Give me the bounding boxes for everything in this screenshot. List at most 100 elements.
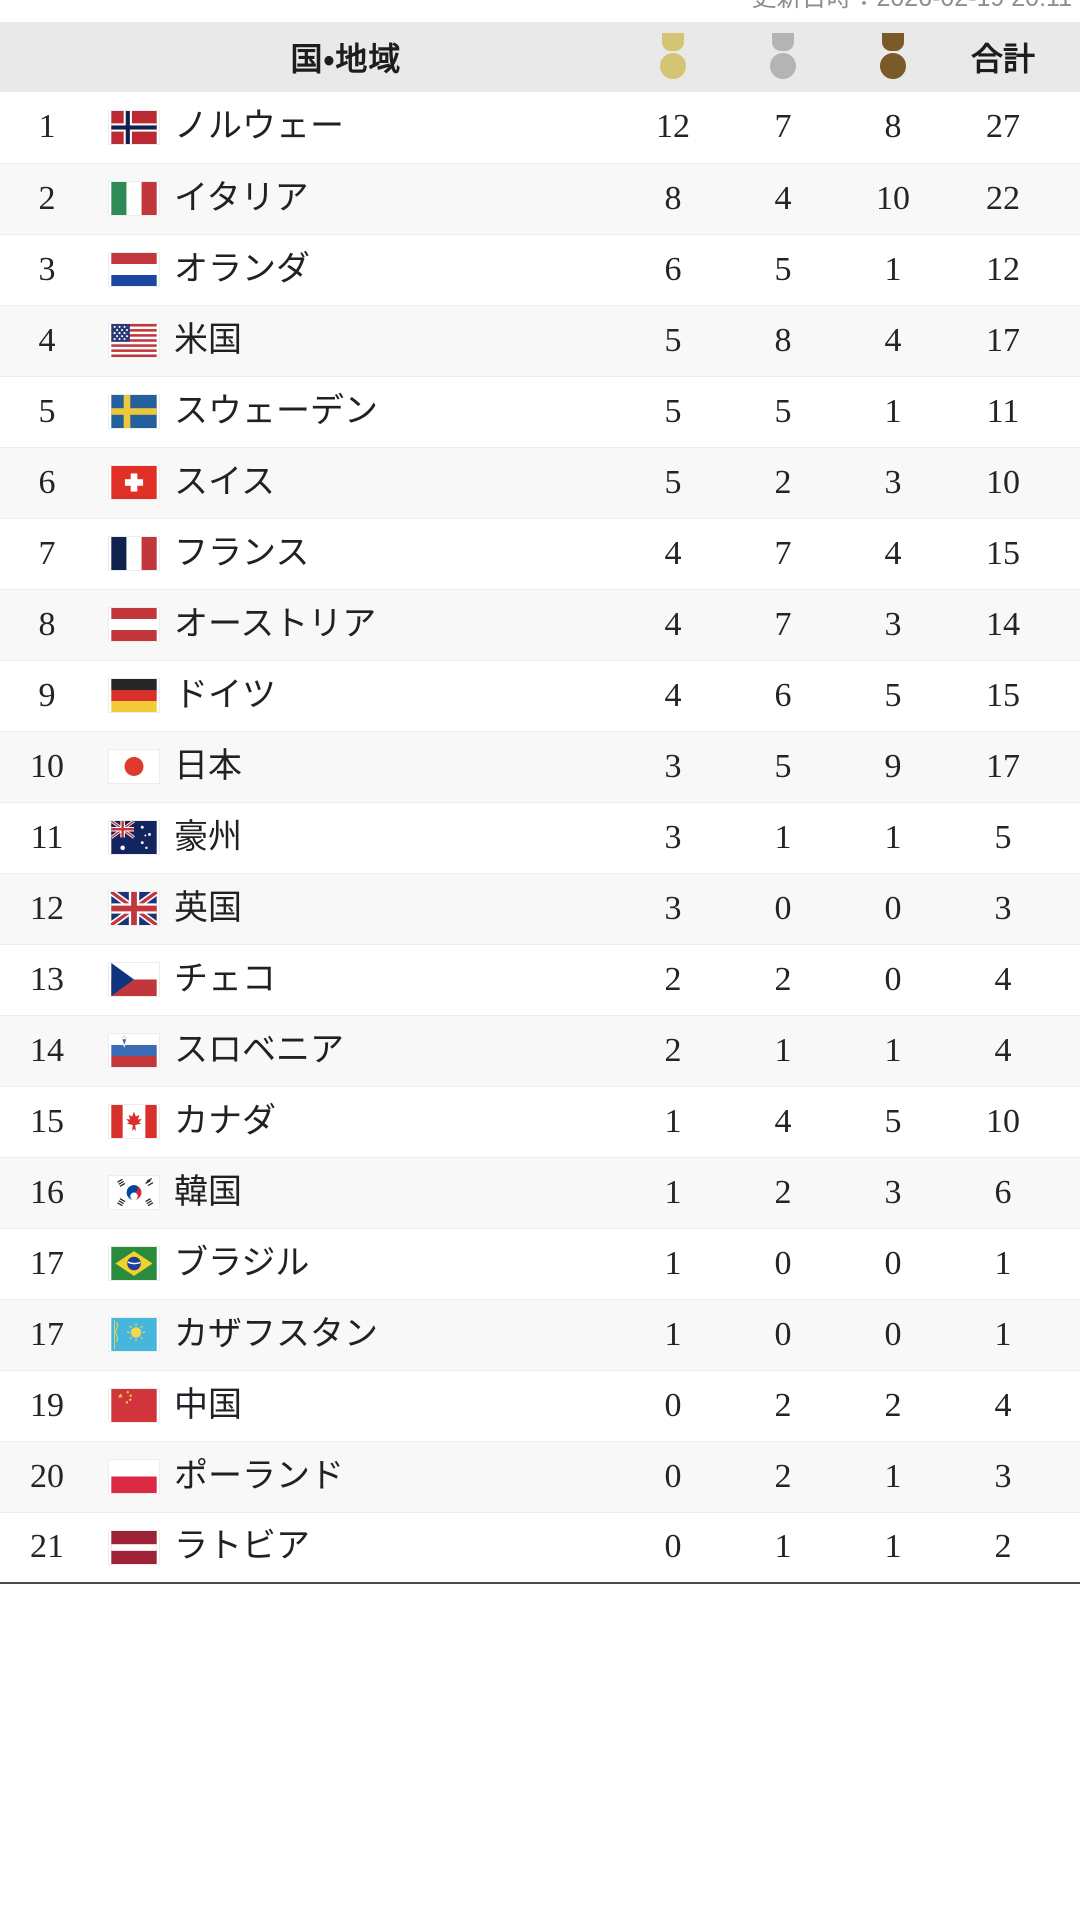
country-cell[interactable]: ポーランド	[108, 1441, 618, 1513]
gold-count-cell: 2	[618, 1015, 728, 1087]
flag-icon-se	[108, 394, 160, 429]
table-row[interactable]: 5 スウェーデン 5 5 1 11	[0, 376, 1080, 448]
country-name: 中国	[174, 1386, 242, 1424]
table-row[interactable]: 1 ノルウェー 12 7 8 27	[0, 92, 1080, 164]
gold-count-cell: 2	[618, 944, 728, 1016]
country-name: オーストリア	[174, 605, 377, 643]
country-name: スイス	[174, 463, 275, 501]
total-count-cell: 4	[948, 944, 1080, 1016]
silver-count-cell: 2	[728, 944, 838, 1016]
bronze-count-cell: 4	[838, 518, 948, 590]
country-cell[interactable]: ブラジル	[108, 1228, 618, 1300]
table-row[interactable]: 21 ラトビア 0 1 1 2	[0, 1512, 1080, 1584]
country-cell[interactable]: スイス	[108, 447, 618, 519]
table-row[interactable]: 13 チェコ 2 2 0 4	[0, 944, 1080, 1016]
bronze-count-cell: 1	[838, 234, 948, 306]
total-count-cell: 14	[948, 589, 1080, 661]
table-row[interactable]: 16 韓国 1 2 3 6	[0, 1157, 1080, 1229]
total-count-cell: 5	[948, 802, 1080, 874]
country-cell[interactable]: 韓国	[108, 1157, 618, 1229]
total-count-cell: 1	[948, 1228, 1080, 1300]
bronze-medal-icon	[876, 33, 910, 81]
rank-cell: 4	[0, 305, 108, 377]
gold-count-cell: 3	[618, 873, 728, 945]
silver-count-cell: 2	[728, 1441, 838, 1513]
column-header-country: 国・地域	[290, 41, 402, 77]
country-name: ブラジル	[174, 1244, 310, 1282]
table-row[interactable]: 6 スイス 5 2 3 10	[0, 447, 1080, 519]
flag-icon-at	[108, 607, 160, 642]
table-row[interactable]: 2 イタリア 8 4 10 22	[0, 163, 1080, 235]
silver-count-cell: 0	[728, 1228, 838, 1300]
bronze-count-cell: 1	[838, 1512, 948, 1584]
country-cell[interactable]: 中国	[108, 1370, 618, 1442]
table-row[interactable]: 4 米国 5 8 4 17	[0, 305, 1080, 377]
gold-count-cell: 5	[618, 447, 728, 519]
country-cell[interactable]: カナダ	[108, 1086, 618, 1158]
country-cell[interactable]: カザフスタン	[108, 1299, 618, 1371]
total-count-cell: 10	[948, 1086, 1080, 1158]
flag-icon-cz	[108, 962, 160, 997]
rank-cell: 6	[0, 447, 108, 519]
table-row[interactable]: 17 ブラジル 1 0 0 1	[0, 1228, 1080, 1300]
country-name: カザフスタン	[174, 1315, 378, 1353]
rank-cell: 15	[0, 1086, 108, 1158]
gold-count-cell: 3	[618, 731, 728, 803]
rank-cell: 2	[0, 163, 108, 235]
column-header-silver	[728, 22, 838, 92]
bronze-count-cell: 5	[838, 1086, 948, 1158]
country-cell[interactable]: スウェーデン	[108, 376, 618, 448]
rank-cell: 17	[0, 1228, 108, 1300]
flag-icon-si	[108, 1033, 160, 1068]
gold-count-cell: 1	[618, 1228, 728, 1300]
rank-cell: 16	[0, 1157, 108, 1229]
country-cell[interactable]: ノルウェー	[108, 92, 618, 164]
country-cell[interactable]: オランダ	[108, 234, 618, 306]
total-count-cell: 15	[948, 660, 1080, 732]
country-name: ドイツ	[174, 676, 276, 714]
table-row[interactable]: 7 フランス 4 7 4 15	[0, 518, 1080, 590]
country-name: チェコ	[174, 960, 276, 998]
country-cell[interactable]: 英国	[108, 873, 618, 945]
country-cell[interactable]: スロベニア	[108, 1015, 618, 1087]
silver-count-cell: 7	[728, 589, 838, 661]
country-cell[interactable]: ドイツ	[108, 660, 618, 732]
rank-cell: 12	[0, 873, 108, 945]
country-name: イタリア	[174, 179, 309, 217]
country-cell[interactable]: フランス	[108, 518, 618, 590]
flag-icon-jp	[108, 749, 160, 784]
total-count-cell: 12	[948, 234, 1080, 306]
table-row[interactable]: 14 スロベニア 2 1 1 4	[0, 1015, 1080, 1087]
country-name: オランダ	[174, 250, 310, 288]
country-cell[interactable]: 米国	[108, 305, 618, 377]
table-row[interactable]: 10 日本 3 5 9 17	[0, 731, 1080, 803]
total-count-cell: 1	[948, 1299, 1080, 1371]
table-row[interactable]: 12 英国 3 0 0 3	[0, 873, 1080, 945]
total-count-cell: 27	[948, 92, 1080, 164]
country-cell[interactable]: チェコ	[108, 944, 618, 1016]
country-name: スウェーデン	[174, 392, 378, 430]
column-header-bronze	[838, 22, 948, 92]
table-row[interactable]: 9 ドイツ 4 6 5 15	[0, 660, 1080, 732]
table-row[interactable]: 8 オーストリア 4 7 3 14	[0, 589, 1080, 661]
rank-cell: 8	[0, 589, 108, 661]
table-row[interactable]: 15 カナダ 1 4 5 10	[0, 1086, 1080, 1158]
table-row[interactable]: 19 中国 0 2 2 4	[0, 1370, 1080, 1442]
country-cell[interactable]: イタリア	[108, 163, 618, 235]
gold-count-cell: 5	[618, 305, 728, 377]
country-cell[interactable]: 日本	[108, 731, 618, 803]
table-row[interactable]: 20 ポーランド 0 2 1 3	[0, 1441, 1080, 1513]
country-cell[interactable]: ラトビア	[108, 1512, 618, 1584]
updated-timestamp-bar: 更新日時：2026-02-19 20:11	[0, 0, 1080, 22]
gold-count-cell: 0	[618, 1370, 728, 1442]
country-cell[interactable]: 豪州	[108, 802, 618, 874]
country-cell[interactable]: オーストリア	[108, 589, 618, 661]
total-count-cell: 17	[948, 305, 1080, 377]
table-row[interactable]: 17 カザフスタン 1 0 0 1	[0, 1299, 1080, 1371]
table-header: 国・地域 合計	[0, 22, 1080, 92]
bronze-count-cell: 1	[838, 802, 948, 874]
rank-cell: 19	[0, 1370, 108, 1442]
gold-count-cell: 4	[618, 518, 728, 590]
table-row[interactable]: 11 豪州 3 1 1 5	[0, 802, 1080, 874]
table-row[interactable]: 3 オランダ 6 5 1 12	[0, 234, 1080, 306]
